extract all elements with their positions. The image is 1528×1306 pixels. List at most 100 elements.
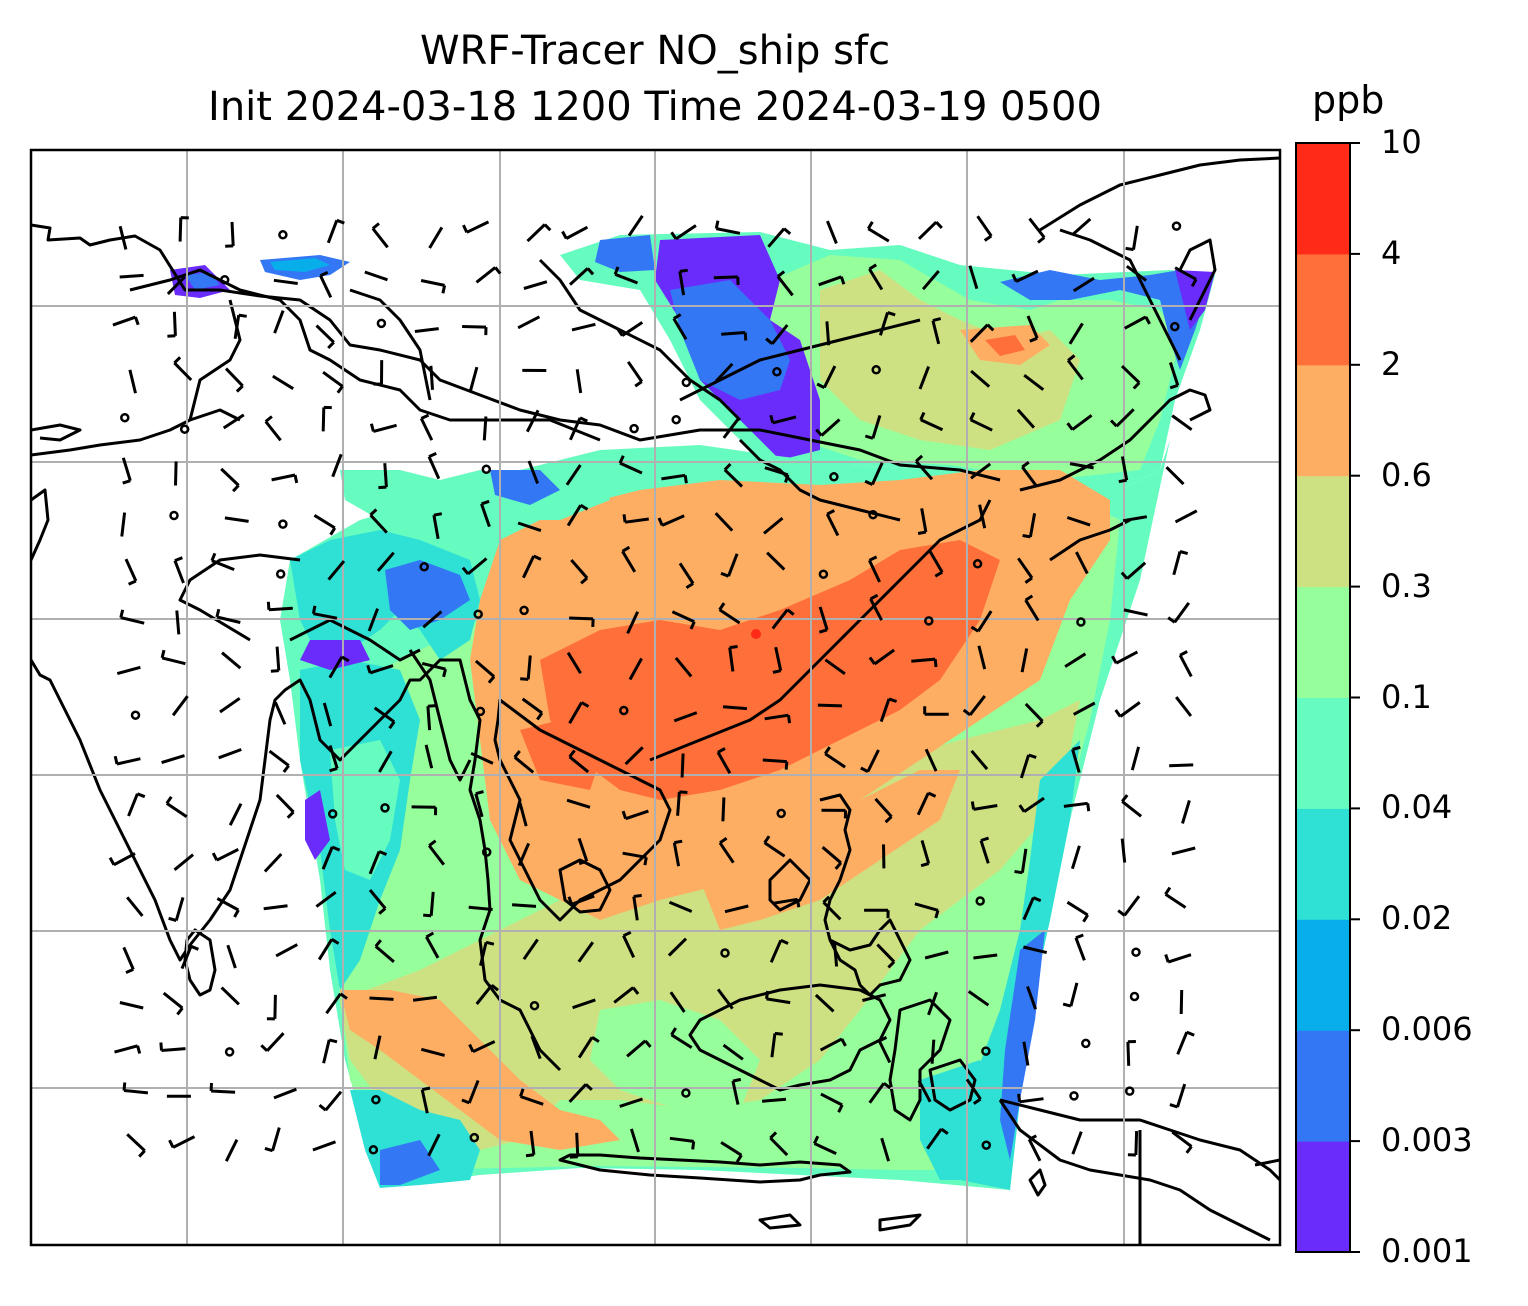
- wind-barb: [421, 661, 447, 678]
- wind-barb: [632, 893, 642, 921]
- wind-barb: [1028, 217, 1046, 244]
- wind-barb: [1122, 515, 1148, 523]
- wind-barb: [368, 850, 388, 875]
- wind-barb: [772, 646, 783, 674]
- wind-barb: [568, 1083, 593, 1103]
- wind-barb: [721, 797, 726, 822]
- wind-barb: [1069, 462, 1094, 470]
- wind-barb: [1024, 594, 1040, 622]
- wind-barb: [813, 1135, 837, 1155]
- wind-barb: [923, 706, 949, 716]
- calm-wind-marker: [829, 472, 839, 482]
- wind-barb: [275, 793, 295, 819]
- wind-barb: [427, 452, 441, 480]
- calm-wind-marker: [1081, 1038, 1091, 1049]
- wind-barb: [880, 1137, 891, 1162]
- wind-barb: [167, 311, 177, 338]
- wind-barb: [763, 516, 784, 535]
- concentration-north-blob: [170, 232, 1215, 490]
- wind-barb: [367, 608, 380, 632]
- wind-barb: [315, 324, 335, 350]
- wind-barb: [970, 610, 993, 633]
- wind-barb: [219, 697, 241, 714]
- wind-barb: [968, 265, 979, 290]
- wind-barb: [864, 908, 890, 919]
- wind-barb: [480, 499, 491, 528]
- wind-barb: [816, 365, 837, 389]
- wind-barb: [120, 512, 127, 537]
- wind-barb: [113, 755, 141, 766]
- wind-barb: [621, 809, 649, 821]
- wind-barb: [461, 557, 488, 576]
- wind-barb: [209, 1082, 236, 1094]
- colorbar-segment: [1296, 143, 1350, 255]
- wind-barb: [572, 998, 596, 1010]
- wind-barb: [716, 747, 732, 774]
- wind-barb: [525, 409, 540, 433]
- wind-barb: [175, 610, 181, 635]
- wind-barb: [525, 1130, 536, 1158]
- wind-barb: [1121, 794, 1143, 818]
- wind-barb: [1014, 848, 1028, 875]
- calm-wind-marker: [1076, 617, 1086, 627]
- wind-barb: [1120, 561, 1147, 580]
- wind-barb: [667, 937, 688, 957]
- wind-barb: [1120, 838, 1127, 863]
- wind-barb: [776, 270, 794, 297]
- wind-barb: [1071, 217, 1092, 237]
- wind-barb: [765, 990, 791, 1005]
- wind-barb: [970, 369, 991, 388]
- wind-barb: [322, 370, 344, 394]
- wind-barb: [124, 558, 138, 586]
- country-borders: [129, 258, 1142, 1245]
- wind-barb: [613, 986, 640, 1004]
- wind-barb: [1017, 1093, 1044, 1104]
- wind-barb: [470, 751, 494, 765]
- wind-barb: [924, 748, 938, 772]
- wind-barb: [474, 790, 484, 818]
- map-frame: [29, 148, 1282, 1247]
- wind-barb: [570, 559, 589, 585]
- wind-barb: [1125, 225, 1139, 252]
- wind-barb: [924, 950, 949, 960]
- calm-wind-marker: [278, 230, 288, 240]
- wind-barb: [669, 1136, 696, 1150]
- wind-barb: [566, 798, 591, 809]
- wind-barb: [1167, 602, 1191, 624]
- wind-barb: [325, 992, 348, 1015]
- wind-barb: [119, 609, 145, 625]
- wind-barb: [680, 753, 685, 778]
- wind-barb: [969, 323, 995, 343]
- wind-barb: [260, 1032, 285, 1052]
- wind-barb: [264, 415, 282, 442]
- wind-barb: [822, 895, 842, 921]
- wind-barb: [376, 551, 395, 572]
- wind-barb: [1168, 362, 1180, 390]
- colorbar-segment: [1296, 586, 1350, 698]
- wind-barb: [931, 317, 942, 345]
- wind-barb: [860, 749, 880, 773]
- colorbar-tick-label: 0.006: [1381, 1010, 1473, 1049]
- wind-barb: [1175, 696, 1193, 717]
- wind-barb: [211, 848, 239, 862]
- wind-barb: [273, 1087, 297, 1100]
- colorbar-tick-label: 0.3: [1381, 566, 1432, 605]
- calm-wind-marker: [327, 809, 338, 819]
- wind-barb: [817, 703, 842, 708]
- wind-barb: [328, 745, 339, 773]
- wind-barb: [672, 839, 683, 867]
- wind-barb: [161, 754, 185, 765]
- colorbar-tick-label: 0.003: [1381, 1121, 1473, 1160]
- wind-barb: [1109, 408, 1135, 428]
- wind-barb: [116, 665, 141, 676]
- calm-wind-marker: [368, 1145, 379, 1155]
- wind-barb: [312, 1140, 337, 1152]
- colorbar-tick-label: 0.02: [1381, 899, 1453, 938]
- calm-wind-marker: [169, 510, 179, 521]
- wind-barb: [1062, 982, 1079, 1008]
- wind-barb: [126, 896, 144, 917]
- wind-barb: [868, 263, 884, 291]
- colorbar-tick-label: 2: [1381, 344, 1402, 383]
- wind-barb: [874, 797, 893, 824]
- wind-barb: [669, 991, 686, 1013]
